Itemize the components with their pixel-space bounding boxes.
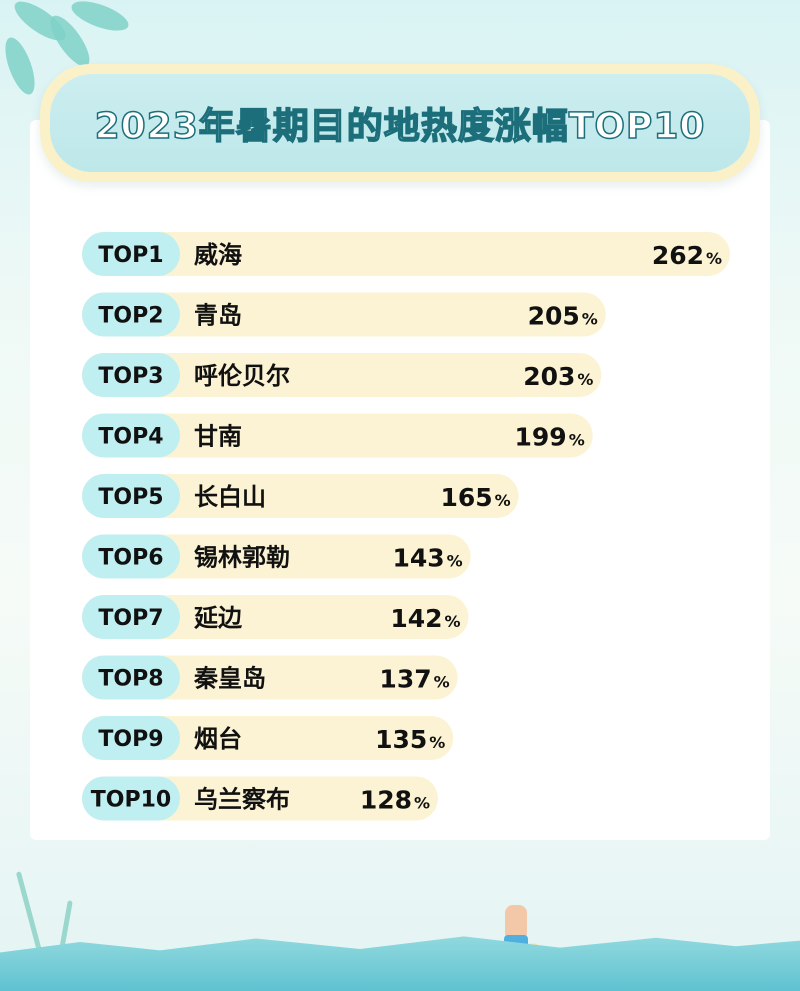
bar-5 [82, 474, 519, 518]
unit-label-1: % [706, 249, 722, 268]
unit-label-4: % [569, 431, 585, 450]
rank-pill-4 [82, 413, 180, 458]
rank-label-6: TOP6 [98, 546, 163, 571]
unit-label-9: % [429, 733, 445, 752]
value-label-9: 135 [375, 725, 427, 754]
rank-label-4: TOP4 [98, 425, 163, 450]
rank-label-10: TOP10 [91, 788, 171, 813]
value-label-7: 142 [390, 604, 442, 633]
rank-pill-2 [82, 292, 180, 337]
rank-pill-8 [82, 655, 180, 700]
value-label-2: 205 [528, 302, 580, 331]
category-label-5: 长白山 [194, 483, 266, 511]
rank-pill-10 [82, 776, 180, 821]
value-label-6: 143 [392, 544, 444, 573]
category-label-6: 锡林郭勒 [194, 544, 290, 572]
category-label-7: 延边 [193, 604, 243, 632]
category-label-10: 乌兰察布 [194, 786, 290, 814]
chart-title: 2023年暑期目的地热度涨幅TOP10 [94, 105, 706, 148]
rank-pill-7 [82, 595, 180, 639]
rank-label-2: TOP2 [98, 304, 163, 329]
rank-label-8: TOP8 [98, 667, 163, 692]
rank-pill-9 [82, 716, 180, 760]
bar-7 [82, 595, 469, 639]
bar-4 [82, 413, 593, 458]
rank-pill-6 [82, 534, 180, 579]
category-label-9: 烟台 [194, 725, 242, 753]
value-label-10: 128 [360, 786, 412, 815]
rank-pill-3 [82, 353, 180, 397]
rank-label-3: TOP3 [98, 364, 163, 389]
category-label-3: 呼伦贝尔 [194, 362, 290, 390]
value-label-3: 203 [523, 362, 575, 391]
unit-label-10: % [414, 794, 430, 813]
rank-label-5: TOP5 [98, 485, 163, 510]
value-label-5: 165 [440, 483, 492, 512]
rank-pill-1 [82, 232, 180, 276]
surfer-decoration [505, 905, 527, 941]
rank-pill-5 [82, 474, 180, 518]
bar-6 [82, 534, 471, 579]
unit-label-7: % [445, 612, 461, 631]
unit-label-6: % [447, 552, 463, 571]
unit-label-8: % [434, 673, 450, 692]
bar-1 [82, 232, 730, 276]
unit-label-2: % [582, 310, 598, 329]
bar-3 [82, 353, 602, 397]
bar-2 [82, 292, 606, 337]
value-label-1: 262 [652, 241, 704, 270]
rank-label-9: TOP9 [98, 727, 163, 752]
value-label-4: 199 [515, 423, 567, 452]
rank-label-1: TOP1 [98, 243, 163, 268]
category-label-2: 青岛 [194, 302, 242, 330]
category-label-1: 威海 [194, 241, 242, 269]
category-label-4: 甘南 [194, 423, 242, 451]
title-banner: 2023年暑期目的地热度涨幅TOP10 [40, 64, 760, 182]
unit-label-5: % [495, 491, 511, 510]
unit-label-3: % [577, 370, 593, 389]
value-label-8: 137 [379, 665, 431, 694]
rank-label-7: TOP7 [98, 606, 163, 631]
category-label-8: 秦皇岛 [193, 665, 266, 693]
